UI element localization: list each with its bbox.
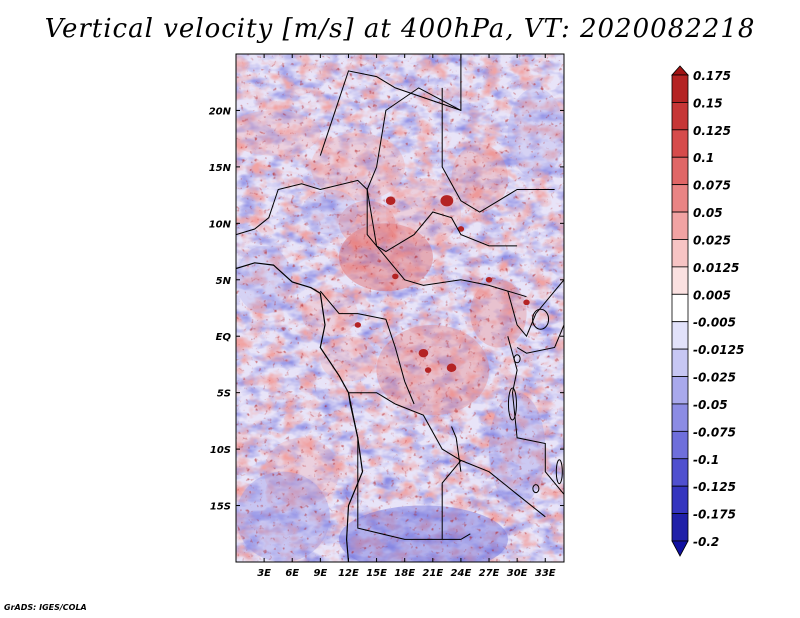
y-tick-label-4: EQ [216, 332, 232, 343]
colorbar-label-3: 0.1 [693, 151, 714, 165]
field-core-1 [440, 195, 454, 207]
country-borders [236, 54, 564, 562]
x-tick-label-7: 24E [451, 568, 472, 579]
colorbar-segment-7 [671, 239, 689, 268]
lake-outline-4 [532, 484, 540, 494]
colorbar-label-2: 0.125 [693, 124, 731, 138]
colorbar-label-13: -0.075 [693, 425, 736, 439]
colorbar-label-10: -0.0125 [693, 343, 744, 357]
border-line-3 [366, 87, 462, 190]
colorbar-segment-16 [671, 485, 689, 514]
lake-outline-3 [555, 459, 563, 485]
border-line-0 [236, 179, 368, 236]
x-tick-label-9: 30E [507, 568, 528, 579]
colorbar-segment-4 [671, 156, 689, 186]
lake-outline-1 [507, 387, 517, 421]
field-core-4 [446, 363, 457, 373]
colorbar-segment-11 [671, 348, 689, 377]
lake-outline-0 [532, 308, 550, 330]
plot-frame [235, 53, 565, 563]
colorbar-triangle-bottom [671, 540, 689, 557]
field-core-6 [392, 273, 399, 280]
colorbar-segment-8 [671, 266, 689, 295]
border-line-9 [441, 460, 462, 540]
colorbar-label-8: 0.005 [693, 288, 731, 302]
border-line-4 [441, 87, 555, 213]
x-tick-label-3: 12E [338, 568, 359, 579]
colorbar-label-12: -0.05 [693, 398, 728, 412]
colorbar-segment-13 [671, 403, 689, 432]
x-tick-label-0: 3E [257, 568, 271, 579]
colorbar-segment-14 [671, 430, 689, 460]
y-tick-label-2: 10N [209, 219, 232, 230]
x-tick-label-10: 33E [535, 568, 556, 579]
colorbar-segment-2 [671, 102, 689, 131]
colorbar-label-6: 0.025 [693, 233, 731, 247]
colorbar-label-0: 0.175 [693, 69, 731, 83]
colorbar-triangle-top [671, 65, 689, 76]
border-line-7 [348, 392, 546, 518]
field-speckle [236, 54, 564, 562]
y-tick-label-3: 5N [216, 276, 232, 287]
field-core-0 [385, 196, 396, 205]
border-line-2 [366, 189, 518, 253]
colorbar-segment-6 [671, 211, 689, 240]
colorbar-segment-12 [671, 376, 689, 405]
y-tick-label-5: 5S [217, 389, 231, 400]
field-core-2 [457, 226, 465, 232]
border-line-10 [507, 336, 564, 495]
colorbar-label-11: -0.025 [693, 371, 736, 385]
field-core-9 [354, 322, 362, 328]
field-core-3 [418, 348, 429, 358]
colorbar-label-15: -0.125 [693, 480, 736, 494]
colorbar-label-1: 0.15 [693, 96, 723, 110]
y-tick-label-1: 15N [209, 163, 232, 174]
y-tick-label-0: 20N [209, 106, 232, 117]
field-core-5 [424, 367, 432, 373]
colorbar-segment-1 [671, 74, 689, 103]
colorbar-label-5: 0.05 [693, 206, 723, 220]
colorbar-label-9: -0.005 [693, 316, 736, 330]
colorbar-label-14: -0.1 [693, 453, 719, 467]
border-line-12 [507, 279, 564, 338]
colorbar-segment-9 [671, 293, 689, 323]
y-axis: 20N 15N 10N 5N EQ 5S 10S 15S [209, 106, 564, 513]
colorbar-segment-10 [671, 321, 689, 350]
x-tick-label-8: 27E [479, 568, 500, 579]
colorbar: 0.175 0.15 0.125 0.1 0.075 0.05 0.025 0.0125 0.0… [671, 65, 744, 557]
border-line-6 [319, 290, 415, 405]
x-tick-label-2: 9E [313, 568, 327, 579]
colorbar-segment-17 [671, 513, 689, 542]
colorbar-segment-5 [671, 184, 689, 213]
border-line-11 [516, 324, 564, 354]
x-tick-label-4: 15E [366, 568, 387, 579]
border-line-1 [319, 54, 462, 156]
colorbar-label-4: 0.075 [693, 179, 731, 193]
chart-title: Vertical velocity [m/s] at 400hPa, VT: 2… [44, 14, 756, 44]
border-line-5 [366, 189, 527, 298]
grads-credit: GrADS: IGES/COLA [4, 603, 87, 612]
x-tick-label-5: 18E [394, 568, 415, 579]
x-axis: 3E 6E 9E 12E 15E 18E 21E 24E 27E 30E 33E [257, 54, 556, 579]
y-tick-label-6: 10S [210, 445, 231, 456]
lake-outline-2 [513, 354, 521, 364]
colorbar-label-16: -0.175 [693, 508, 736, 522]
colorbar-segment-15 [671, 458, 689, 487]
x-tick-label-1: 6E [285, 568, 299, 579]
velocity-field [236, 54, 564, 562]
colorbar-label-7: 0.0125 [693, 261, 739, 275]
border-line-13 [451, 426, 462, 472]
y-tick-label-7: 15S [210, 502, 231, 513]
x-tick-label-6: 21E [422, 568, 443, 579]
field-core-7 [485, 276, 493, 283]
coastline [236, 262, 364, 562]
field-core-8 [523, 299, 530, 306]
colorbar-segment-3 [671, 129, 689, 158]
colorbar-label-17: -0.2 [693, 535, 719, 549]
